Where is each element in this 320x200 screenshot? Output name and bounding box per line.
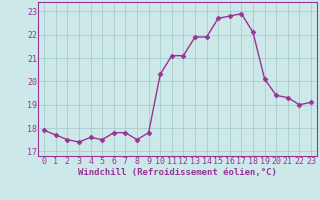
X-axis label: Windchill (Refroidissement éolien,°C): Windchill (Refroidissement éolien,°C) — [78, 168, 277, 177]
